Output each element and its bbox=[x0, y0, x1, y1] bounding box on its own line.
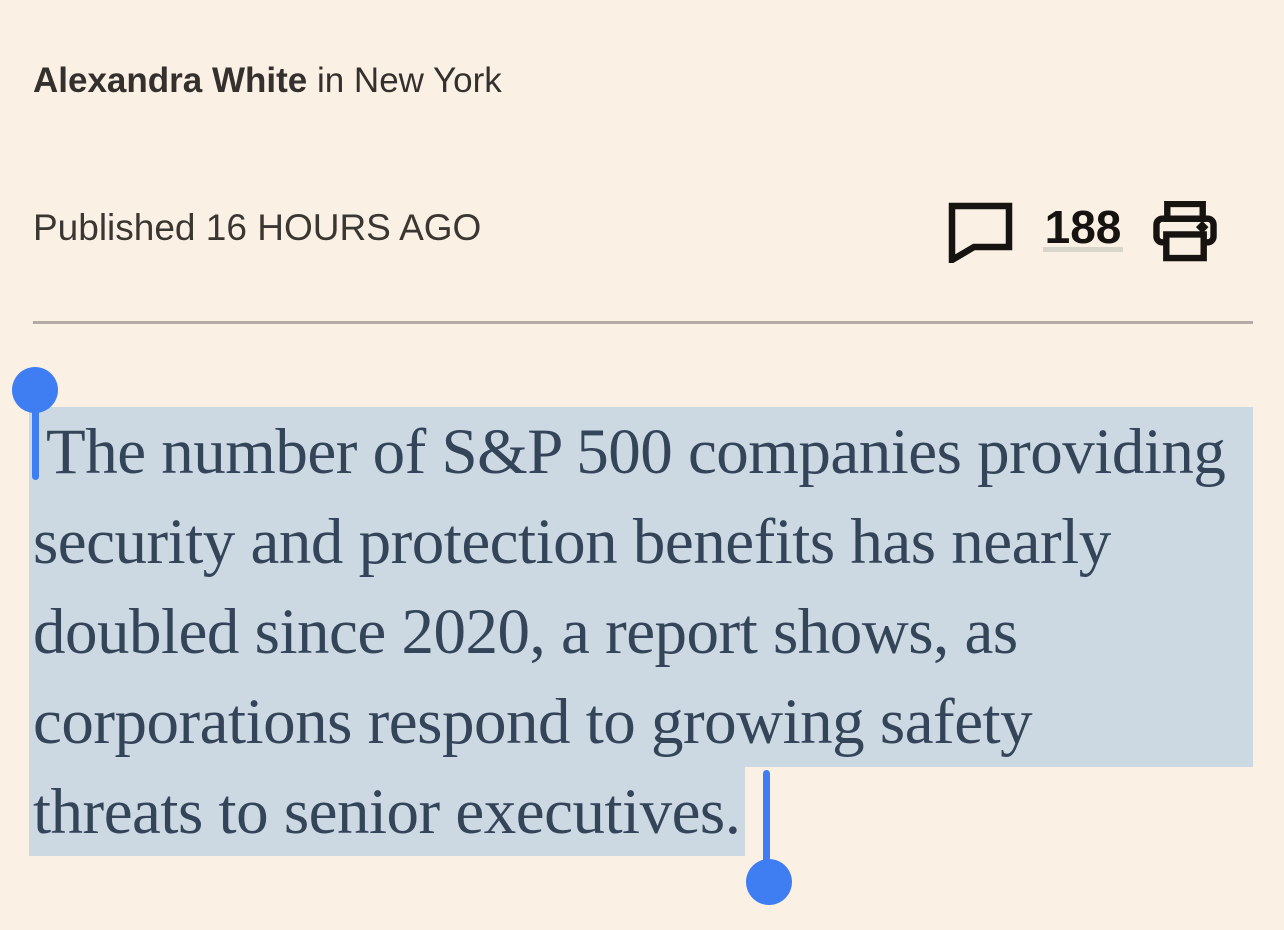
print-button[interactable] bbox=[1152, 201, 1218, 262]
byline: Alexandra White in New York bbox=[33, 57, 502, 105]
printer-icon bbox=[1152, 201, 1218, 262]
published-label: Published bbox=[33, 207, 196, 248]
author-location: in New York bbox=[316, 61, 502, 100]
speech-bubble-icon bbox=[948, 202, 1013, 263]
comments-count-underline bbox=[1043, 247, 1123, 252]
author-name[interactable]: Alexandra White bbox=[33, 61, 308, 100]
paragraph-line: threats to senior executives. bbox=[33, 776, 741, 848]
published-line: Published 16 HOURS AGO bbox=[33, 204, 481, 252]
selection-end-handle[interactable] bbox=[746, 859, 792, 905]
selection-start-caret[interactable] bbox=[32, 388, 39, 480]
selection-end-caret[interactable] bbox=[763, 770, 770, 883]
selection-start-handle[interactable] bbox=[12, 367, 58, 413]
divider bbox=[33, 321, 1253, 324]
text-selection-highlight-lastline bbox=[29, 767, 745, 856]
paragraph-line: security and protection benefits has nea… bbox=[33, 506, 1111, 578]
paragraph-line: The number of S&P 500 companies providin… bbox=[46, 416, 1226, 488]
comments-button[interactable] bbox=[948, 202, 1013, 263]
published-time: 16 HOURS AGO bbox=[205, 207, 482, 248]
text-selection-highlight bbox=[29, 407, 1253, 767]
paragraph-line: corporations respond to growing safety bbox=[33, 686, 1033, 758]
paragraph-line: doubled since 2020, a report shows, as bbox=[33, 596, 1018, 668]
comments-count-link[interactable]: 188 bbox=[1044, 201, 1122, 253]
